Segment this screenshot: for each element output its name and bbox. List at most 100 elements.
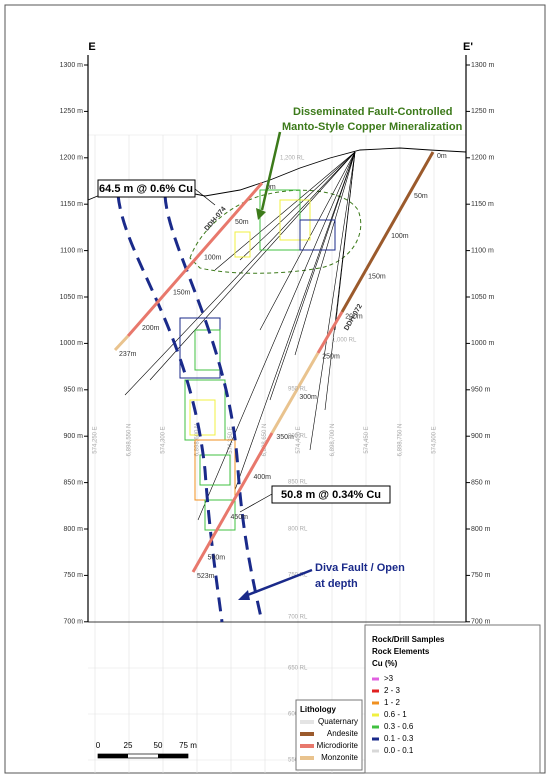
depth-labels: 0m 50m 100m 150m 200m 237m 0m 50m 100m 150m 200m 25… xyxy=(119,153,447,580)
grid-label: 574,400 E xyxy=(296,426,302,453)
depth-label: 50m xyxy=(235,219,249,226)
scale-label: 25 xyxy=(124,741,133,750)
elevation-label: 1050 m xyxy=(60,294,84,301)
scale-bar xyxy=(97,753,189,759)
elevation-label: 1000 m xyxy=(471,340,495,347)
mineralization-label: Disseminated Fault-Controlled xyxy=(293,106,453,118)
grid-label: 6,898,550 N xyxy=(126,424,132,457)
legend-label: 0.0 - 0.1 xyxy=(384,746,414,755)
rl-label: 850 RL xyxy=(288,480,308,486)
elevation-label: 1250 m xyxy=(60,108,84,115)
legend-title: Rock/Drill Samples xyxy=(372,635,445,644)
legend-title: Lithology xyxy=(300,705,337,714)
scale-label: 0 xyxy=(96,741,101,750)
elevation-label: 850 m xyxy=(471,479,491,486)
intercept-label: 64.5 m @ 0.6% Cu xyxy=(99,183,193,195)
section-end-left: E xyxy=(88,41,95,53)
depth-label: 500m xyxy=(208,554,226,561)
legend-label: Microdiorite xyxy=(317,741,359,750)
legend-swatch xyxy=(372,713,379,717)
legend-label: >3 xyxy=(384,674,394,683)
fan-holes xyxy=(124,151,356,521)
elevation-label: 950 m xyxy=(471,387,491,394)
scale-labels: 0 25 50 75 m xyxy=(96,741,197,750)
faults xyxy=(116,194,264,623)
ddh-072 xyxy=(191,151,435,573)
elevation-label: 1050 m xyxy=(471,294,495,301)
legend-swatch xyxy=(300,744,314,748)
elevation-label: 1000 m xyxy=(60,340,84,347)
rl-label: 950 RL xyxy=(288,387,308,393)
elevation-label: 750 m xyxy=(471,572,491,579)
depth-label: 300m xyxy=(299,394,317,401)
legend-label: 2 - 3 xyxy=(384,686,401,695)
rl-label: 650 RL xyxy=(288,666,308,672)
legend-label: 0.3 - 0.6 xyxy=(384,722,414,731)
depth-label: 150m xyxy=(173,290,191,297)
elevation-label: 800 m xyxy=(471,526,491,533)
grid-label: 6,898,700 N xyxy=(330,424,336,457)
depth-label: 237m xyxy=(119,351,137,358)
elevation-label: 1150 m xyxy=(60,201,83,208)
scale-label: 50 xyxy=(154,741,163,750)
intercept-box xyxy=(97,179,196,198)
depth-label: 100m xyxy=(391,233,409,240)
elevation-label: 800 m xyxy=(64,526,84,533)
legend-swatch xyxy=(372,677,379,681)
elevation-label: 1300 m xyxy=(60,62,84,69)
rl-label: 1,200 RL xyxy=(280,156,305,162)
grid-label: 6,898,750 N xyxy=(398,424,404,457)
legend-swatch xyxy=(372,749,379,753)
elevation-label: 900 m xyxy=(471,433,491,440)
depth-label: 0m xyxy=(266,184,276,191)
grid-labels: 574,250 E 6,898,550 N 574,300 E 6,898,600 N… xyxy=(93,424,438,457)
legend-label: 1 - 2 xyxy=(384,698,401,707)
legend-title: Cu (%) xyxy=(372,659,398,668)
assay-items: >3 2 - 3 1 - 2 0.6 - 1 0.3 - 0.6 0.1 - 0.3 0.0… xyxy=(372,674,414,755)
rl-label: 800 RL xyxy=(288,527,308,533)
intercept-box xyxy=(271,485,391,504)
legend-swatch xyxy=(300,720,314,724)
fault-label: Diva Fault / Open xyxy=(315,562,405,574)
legend-label: Andesite xyxy=(327,729,359,738)
scale-label: 75 m xyxy=(179,741,197,750)
legend-swatch xyxy=(372,701,379,705)
mineralization-label: Manto-Style Copper Mineralization xyxy=(282,121,463,133)
legend-label: Monzonite xyxy=(321,753,358,762)
lithology-items: Quaternary Andesite Microdiorite Monzonite xyxy=(300,717,359,762)
rl-labels: 1,200 RL 1,000 RL 950 RL 900 RL 850 RL 8… xyxy=(280,156,357,764)
legend-label: 0.1 - 0.3 xyxy=(384,734,414,743)
frame xyxy=(4,4,546,774)
elevation-labels: 1300 m 1300 m 1250 m 1250 m 1200 m 1200 m 1150… xyxy=(60,62,495,626)
legend-label: Quaternary xyxy=(318,717,358,726)
grid-label: 6,898,650 N xyxy=(262,424,268,457)
legend-label: 0.6 - 1 xyxy=(384,710,407,719)
intercept-label: 50.8 m @ 0.34% Cu xyxy=(281,489,381,501)
elevation-label: 850 m xyxy=(64,479,84,486)
elevation-label: 1200 m xyxy=(471,155,495,162)
depth-label: 200m xyxy=(142,325,160,332)
elevation-label: 900 m xyxy=(64,433,84,440)
elevation-label: 1100 m xyxy=(471,247,494,254)
elevation-label: 950 m xyxy=(64,387,84,394)
elevation-label: 750 m xyxy=(64,572,84,579)
depth-label: 400m xyxy=(253,474,271,481)
elevation-label: 1300 m xyxy=(471,62,495,69)
legend-swatch xyxy=(300,732,314,736)
elevation-label: 1150 m xyxy=(471,201,494,208)
legend-title: Rock Elements xyxy=(372,647,430,656)
elevation-label: 1200 m xyxy=(60,155,84,162)
depth-label: 0m xyxy=(437,153,447,160)
depth-label: 150m xyxy=(368,273,386,280)
grid-label: 574,300 E xyxy=(160,426,166,453)
legend-swatch xyxy=(372,689,379,693)
elevation-label: 1100 m xyxy=(60,247,83,254)
elevation-label: 1250 m xyxy=(471,108,495,115)
rl-label: 900 RL xyxy=(288,434,308,440)
grid-label: 574,500 E xyxy=(432,426,438,453)
depth-label: 100m xyxy=(204,254,222,261)
depth-label: 350m xyxy=(276,434,294,441)
legend-swatch xyxy=(372,725,379,729)
fault-label: at depth xyxy=(315,578,358,590)
